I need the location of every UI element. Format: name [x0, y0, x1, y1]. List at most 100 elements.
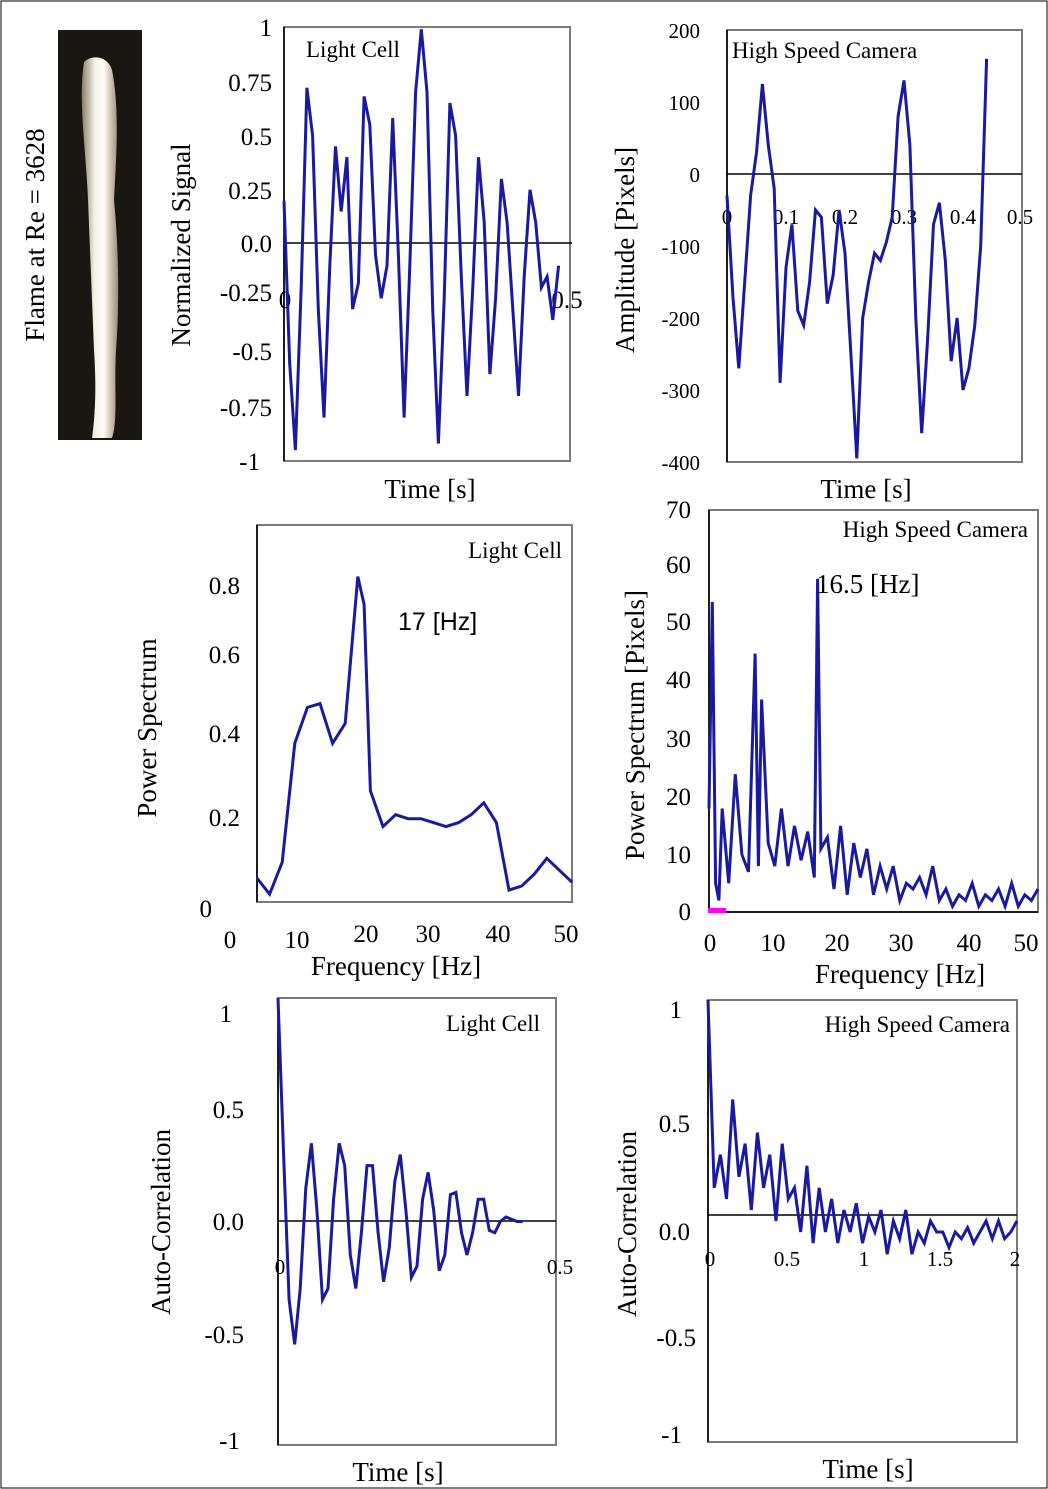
ytick-label: 0 [679, 899, 692, 926]
ytick-label: 1 [220, 1001, 233, 1028]
ytick-label: 0.0 [241, 231, 272, 258]
xtick-label: 0 [275, 1255, 286, 1279]
xtick-label: 2 [1010, 1247, 1021, 1271]
x-axis-label: Time [s] [820, 474, 911, 504]
ytick-label: 0.5 [213, 1097, 244, 1124]
x-axis-label: Time [s] [822, 1454, 913, 1484]
xtick-label: 0.5 [547, 1255, 573, 1279]
ytick-label: -400 [662, 451, 701, 475]
panel-label: Light Cell [446, 1011, 540, 1036]
ytick-label: 30 [666, 726, 691, 753]
ytick-label: -300 [662, 379, 701, 403]
y-axis-label: Power Spectrum [Pixels] [620, 590, 650, 860]
panel-autocorrelation-high-speed-camera: High Speed Camera 1 0.5 0.0 -0.5 -1 0 0.… [612, 997, 1020, 1484]
plot-frame [707, 999, 1018, 1443]
ytick-label: 40 [666, 667, 691, 694]
x-axis-label: Time [s] [352, 1457, 443, 1487]
ytick-label: 10 [666, 842, 691, 869]
ytick-label: 0.5 [659, 1111, 690, 1138]
xtick-label: 1.5 [927, 1247, 953, 1271]
panel-label: High Speed Camera [843, 517, 1028, 542]
ytick-label: 0.25 [228, 178, 272, 205]
xtick-label: 0.1 [773, 205, 799, 229]
ytick-label: -0.5 [656, 1325, 696, 1352]
plot-frame [726, 29, 1023, 463]
panel-label: Light Cell [306, 37, 400, 62]
ytick-label: 20 [666, 784, 691, 811]
xtick-label: 0 [705, 1247, 716, 1271]
series-line [276, 997, 523, 1345]
panel-label: High Speed Camera [825, 1012, 1010, 1037]
peak-annotation: 17 [Hz] [398, 608, 477, 636]
x-axis-label: Frequency [Hz] [815, 959, 985, 989]
ytick-label: -0.5 [204, 1322, 244, 1349]
series-line [255, 576, 574, 898]
flame-photo [58, 30, 142, 440]
xtick-label: 40 [486, 921, 511, 948]
ytick-label: -200 [662, 307, 701, 331]
y-axis-label: Auto-Correlation [146, 1129, 176, 1315]
ytick-label: -0.5 [232, 339, 272, 366]
xtick-label: 20 [354, 921, 379, 948]
xtick-label: 30 [416, 921, 441, 948]
flame-label: Flame at Re = 3628 [20, 128, 50, 341]
ytick-label: 200 [669, 19, 701, 43]
panel-autocorrelation-light-cell: Light Cell 1 0.5 0.0 -0.5 -1 0 0.5 Auto-… [146, 997, 573, 1487]
ytick-label: -1 [239, 449, 260, 476]
xtick-label: 20 [825, 930, 850, 957]
xtick-label: 0.4 [950, 205, 977, 229]
xtick-label: 0.5 [774, 1247, 800, 1271]
series-line [725, 58, 989, 459]
ytick-label: 50 [666, 609, 691, 636]
y-axis-label: Amplitude [Pixels] [610, 147, 640, 353]
ytick-label: 0.8 [209, 573, 240, 600]
ytick-label: 0 [200, 896, 213, 923]
x-axis-label: Time [s] [384, 474, 475, 504]
ytick-label: 0.75 [228, 70, 272, 97]
panel-spectrum-high-speed-camera: High Speed Camera 16.5 [Hz] 70 60 50 40 … [620, 497, 1040, 989]
ytick-label: -0.25 [220, 280, 272, 307]
panel-signal-high-speed-camera: High Speed Camera 200 100 0 -100 -200 -3… [610, 19, 1033, 504]
panel-label: Light Cell [468, 538, 562, 563]
ytick-label: 1 [260, 15, 273, 42]
ytick-label: 1 [670, 997, 683, 1024]
xtick-label: 50 [1014, 930, 1039, 957]
panel-signal-light-cell: Light Cell 1 0.75 0.5 0.25 0.0 -0.25 -0.… [166, 15, 583, 504]
ytick-label: 0 [690, 163, 701, 187]
ytick-label: 0.0 [659, 1219, 690, 1246]
series-line [706, 999, 1019, 1255]
x-axis-label: Frequency [Hz] [311, 951, 481, 981]
xtick-label: 0.5 [1007, 205, 1033, 229]
ytick-label: -1 [219, 1428, 240, 1455]
ytick-label: -100 [662, 235, 701, 259]
ytick-label: -1 [661, 1422, 682, 1449]
xtick-label: 1 [859, 1247, 870, 1271]
ytick-label: 0.0 [213, 1209, 244, 1236]
ytick-label: 0.6 [209, 642, 240, 669]
series-line [282, 29, 561, 451]
xtick-label: 0 [279, 287, 292, 314]
ytick-label: -0.75 [220, 395, 272, 422]
xtick-label: 10 [761, 930, 786, 957]
ytick-label: 70 [666, 497, 691, 524]
ytick-label: 0.5 [241, 124, 272, 151]
peak-annotation: 16.5 [Hz] [816, 569, 919, 599]
series-line [707, 578, 1040, 912]
xtick-label: 0 [224, 927, 237, 954]
y-axis-label: Normalized Signal [166, 143, 196, 346]
ytick-label: 0.2 [209, 805, 240, 832]
ytick-label: 100 [669, 91, 701, 115]
xtick-label: 40 [957, 930, 982, 957]
panel-label: High Speed Camera [732, 38, 917, 63]
xtick-label: 0.2 [832, 205, 858, 229]
ytick-label: 60 [666, 552, 691, 579]
xtick-label: 0 [704, 930, 717, 957]
ytick-label: 0.4 [209, 721, 241, 748]
y-axis-label: Auto-Correlation [612, 1131, 642, 1317]
y-axis-label: Power Spectrum [132, 638, 162, 817]
origin-marker [708, 908, 726, 913]
panel-spectrum-light-cell: Light Cell 17 [Hz] 0.8 0.6 0.4 0.2 0 0 1… [132, 524, 579, 981]
xtick-label: 10 [285, 927, 310, 954]
